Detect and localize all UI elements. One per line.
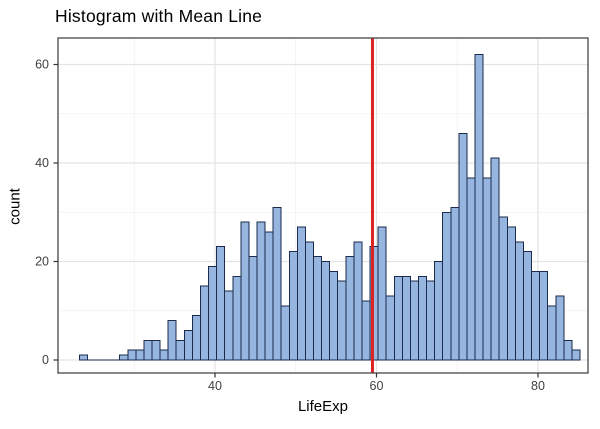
histogram-bar	[175, 339, 185, 361]
histogram-bar	[490, 157, 500, 361]
histogram-bar	[531, 270, 541, 361]
histogram-bar	[296, 226, 306, 361]
histogram-bar	[232, 275, 242, 361]
histogram-bar	[482, 177, 492, 361]
y-tick-label: 20	[35, 255, 49, 269]
y-tick-label: 60	[35, 58, 49, 72]
x-tick-label: 80	[531, 379, 545, 393]
histogram-bar	[78, 354, 88, 361]
histogram-bar	[466, 177, 476, 361]
histogram-bar	[385, 295, 395, 361]
histogram-bar	[313, 256, 323, 361]
histogram-bar	[216, 246, 226, 361]
histogram-bar	[434, 261, 444, 361]
histogram-bar	[135, 349, 145, 361]
histogram-bar	[377, 226, 387, 361]
x-tick-label: 40	[208, 379, 222, 393]
histogram-bar	[304, 241, 315, 361]
histogram-bar	[345, 256, 355, 361]
histogram-bar	[426, 280, 436, 361]
histogram-bar	[539, 270, 549, 361]
histogram-bar	[248, 256, 258, 361]
histogram-bar	[409, 280, 419, 361]
histogram-bar	[353, 241, 363, 361]
histogram-bar	[563, 339, 573, 361]
histogram-bar	[555, 295, 565, 361]
histogram-bar	[272, 206, 282, 361]
histogram-bar	[401, 275, 411, 361]
y-tick-label: 0	[42, 353, 49, 367]
histogram-bar	[167, 320, 177, 361]
histogram-bar	[256, 221, 266, 361]
histogram-bar	[264, 231, 274, 361]
histogram-bar	[208, 265, 218, 361]
histogram-bar	[522, 251, 533, 361]
histogram-bar	[191, 315, 201, 361]
histogram-bar	[119, 354, 129, 361]
histogram-bar	[442, 211, 452, 361]
histogram-bar	[506, 226, 516, 361]
histogram-bar	[288, 251, 298, 361]
histogram-bar	[458, 132, 468, 361]
histogram-bar	[450, 206, 460, 361]
y-tick-label: 40	[35, 156, 49, 170]
histogram-bar	[417, 275, 428, 361]
histogram-bar	[393, 275, 403, 361]
histogram-bar	[240, 221, 250, 361]
histogram-bar	[474, 54, 484, 361]
x-tick-label: 60	[370, 379, 384, 393]
chart-title: Histogram with Mean Line	[55, 6, 263, 26]
histogram-bar	[547, 305, 557, 361]
histogram-bar	[329, 270, 339, 361]
histogram-bar	[143, 339, 153, 361]
histogram-bar	[514, 241, 524, 361]
histogram-bar	[183, 329, 193, 361]
histogram-bar	[151, 339, 161, 361]
histogram-bar	[127, 349, 137, 361]
histogram-bar	[159, 349, 169, 361]
x-axis-title: LifeExp	[297, 398, 349, 415]
histogram-bar	[571, 349, 581, 361]
panel-border	[57, 37, 589, 374]
histogram-bar	[224, 290, 234, 361]
histogram-bar	[361, 300, 371, 361]
histogram-bar	[337, 280, 347, 361]
histogram-bar	[280, 305, 290, 361]
histogram-bar	[199, 285, 210, 361]
histogram-bar	[321, 261, 331, 361]
histogram-bar	[498, 216, 508, 361]
y-axis-title: count	[6, 188, 24, 225]
